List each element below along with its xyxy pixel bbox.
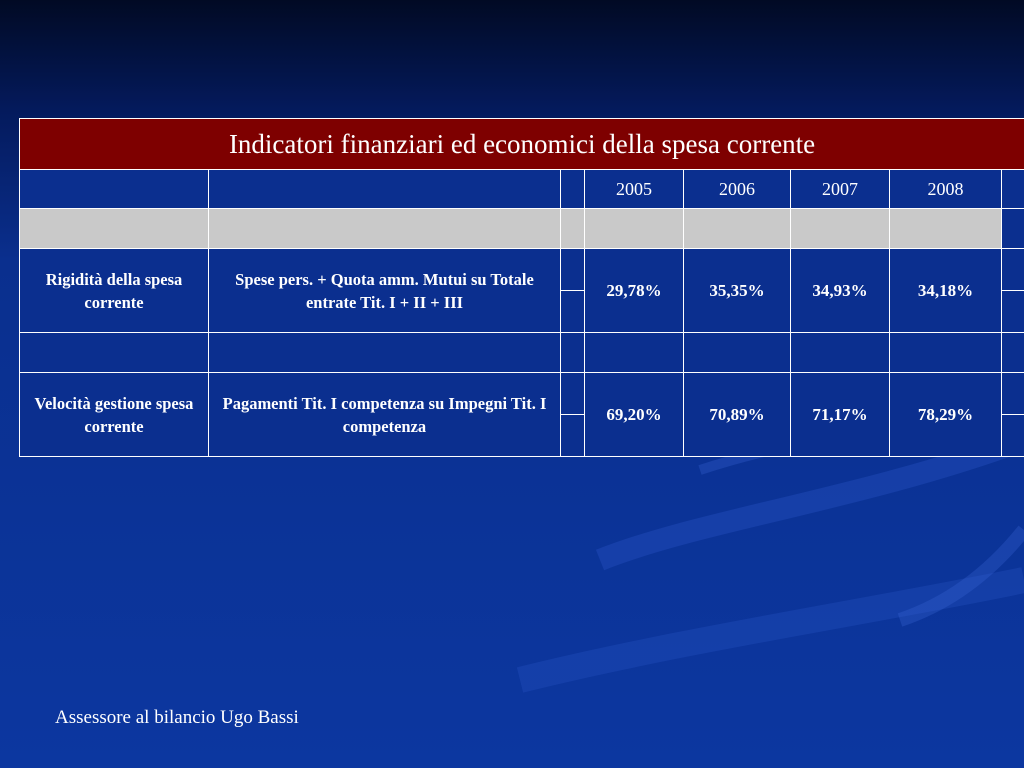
- year-header-2007: 2007: [790, 169, 890, 209]
- separator-cell: [584, 208, 684, 249]
- separator-cell: [790, 208, 890, 249]
- header-cell-empty: [208, 169, 561, 209]
- value-2006: 70,89%: [683, 372, 791, 457]
- separator-cell: [19, 208, 209, 249]
- value-2006: 35,35%: [683, 248, 791, 333]
- empty-cell: [208, 332, 561, 373]
- spacer-cell: [1000, 290, 1024, 333]
- row-label: Rigidità della spesa corrente: [19, 248, 209, 333]
- row-description: Pagamenti Tit. I competenza su Impegni T…: [208, 372, 561, 457]
- indicators-table: Indicatori finanziari ed economici della…: [18, 118, 1024, 457]
- spacer-cell: [1000, 248, 1024, 291]
- separator-cell: [889, 208, 1002, 249]
- empty-row: [19, 332, 1024, 373]
- empty-cell: [889, 332, 1002, 373]
- table-row: Rigidità della spesa corrente Spese pers…: [19, 248, 1024, 333]
- spacer-cell: [560, 248, 585, 291]
- empty-cell: [560, 332, 585, 373]
- separator-cell: [1000, 208, 1024, 249]
- separator-cell: [683, 208, 791, 249]
- value-2005: 29,78%: [584, 248, 684, 333]
- table-header-row: 2005 2006 2007 2008: [19, 169, 1024, 209]
- row-label: Velocità gestione spesa corrente: [19, 372, 209, 457]
- header-cell-empty: [19, 169, 209, 209]
- value-2008: 34,18%: [889, 248, 1002, 333]
- spacer-cell: [560, 372, 585, 415]
- empty-cell: [1000, 332, 1024, 373]
- spacer-cell: [560, 290, 585, 333]
- separator-row: [19, 208, 1024, 249]
- empty-cell: [19, 332, 209, 373]
- year-header-2005: 2005: [584, 169, 684, 209]
- separator-cell: [560, 208, 585, 249]
- spacer-cell: [1000, 372, 1024, 415]
- value-2007: 71,17%: [790, 372, 890, 457]
- year-header-2008: 2008: [889, 169, 1002, 209]
- header-cell-empty: [1000, 169, 1024, 209]
- table-row: Velocità gestione spesa corrente Pagamen…: [19, 372, 1024, 457]
- empty-cell: [790, 332, 890, 373]
- footer-text: Assessore al bilancio Ugo Bassi: [55, 707, 299, 728]
- year-header-2006: 2006: [683, 169, 791, 209]
- table-row-continuation: [20, 414, 1024, 457]
- spacer-cell: [1000, 414, 1024, 457]
- header-cell-empty: [560, 169, 585, 209]
- empty-cell: [683, 332, 791, 373]
- table-title: Indicatori finanziari ed economici della…: [18, 118, 1024, 170]
- value-2008: 78,29%: [889, 372, 1002, 457]
- separator-cell: [208, 208, 561, 249]
- spacer-cell: [560, 414, 585, 457]
- value-2005: 69,20%: [584, 372, 684, 457]
- empty-cell: [584, 332, 684, 373]
- value-2007: 34,93%: [790, 248, 890, 333]
- row-description: Spese pers. + Quota amm. Mutui su Totale…: [208, 248, 561, 333]
